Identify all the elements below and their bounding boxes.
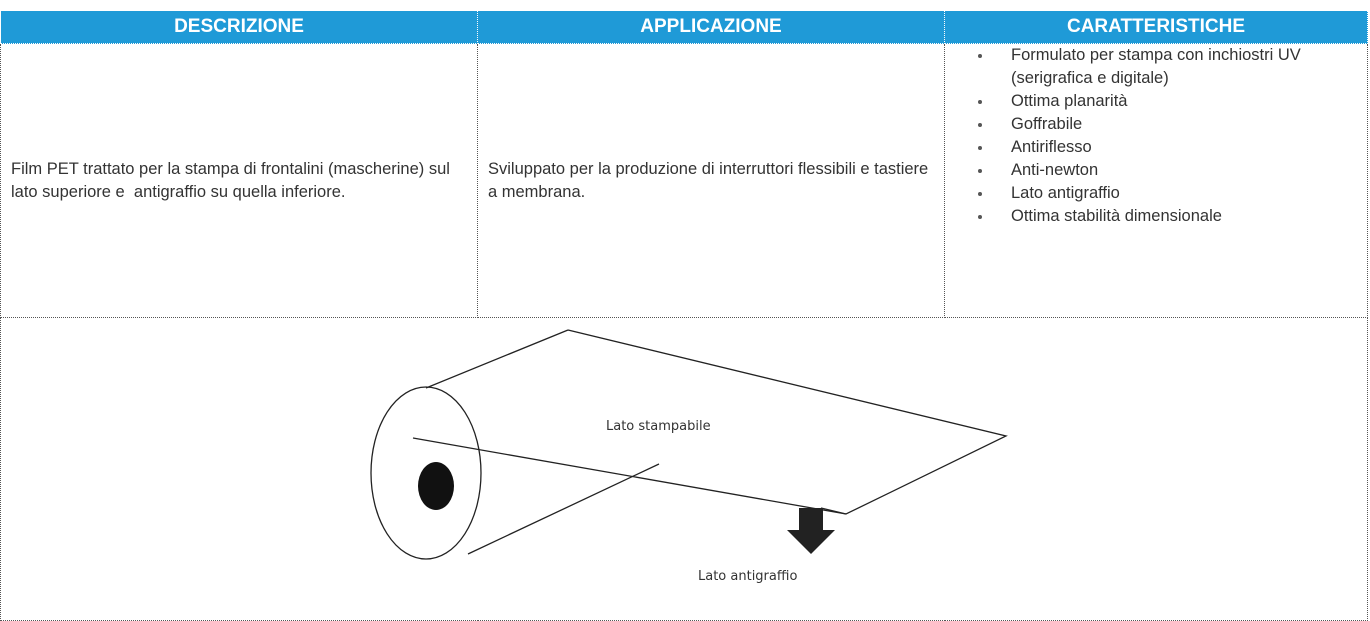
features-list: Formulato per stampa con inchiostri UV (…	[955, 44, 1357, 228]
roll-diagram: Lato stampabile Lato antigraffio	[370, 329, 1008, 584]
diagram-cell: Lato stampabile Lato antigraffio	[0, 317, 1368, 621]
roll-drawing	[370, 329, 1008, 560]
description-cell: Film PET trattato per la stampa di front…	[0, 43, 478, 318]
feature-item: Formulato per stampa con inchiostri UV (…	[993, 44, 1357, 90]
arrow	[787, 508, 835, 554]
diagram-label: Lato antigraffio	[698, 569, 797, 584]
feature-item: Antiriflesso	[993, 136, 1357, 159]
header-cell: DESCRIZIONE	[0, 10, 478, 44]
feature-item: Lato antigraffio	[993, 182, 1357, 205]
product-table: DESCRIZIONE APPLICAZIONE CARATTERISTICHE…	[0, 10, 1368, 621]
header-cell: APPLICAZIONE	[477, 10, 945, 44]
features-cell: Formulato per stampa con inchiostri UV (…	[944, 43, 1368, 318]
application-cell: Sviluppato per la produzione di interrut…	[477, 43, 945, 318]
diagram-label: Lato stampabile	[606, 419, 711, 434]
roll-core	[418, 462, 454, 510]
feature-item: Ottima stabilità dimensionale	[993, 205, 1357, 228]
feature-item: Goffrabile	[993, 113, 1357, 136]
feature-item: Ottima planarità	[993, 90, 1357, 113]
header-cell: CARATTERISTICHE	[944, 10, 1368, 44]
feature-item: Anti-newton	[993, 159, 1357, 182]
